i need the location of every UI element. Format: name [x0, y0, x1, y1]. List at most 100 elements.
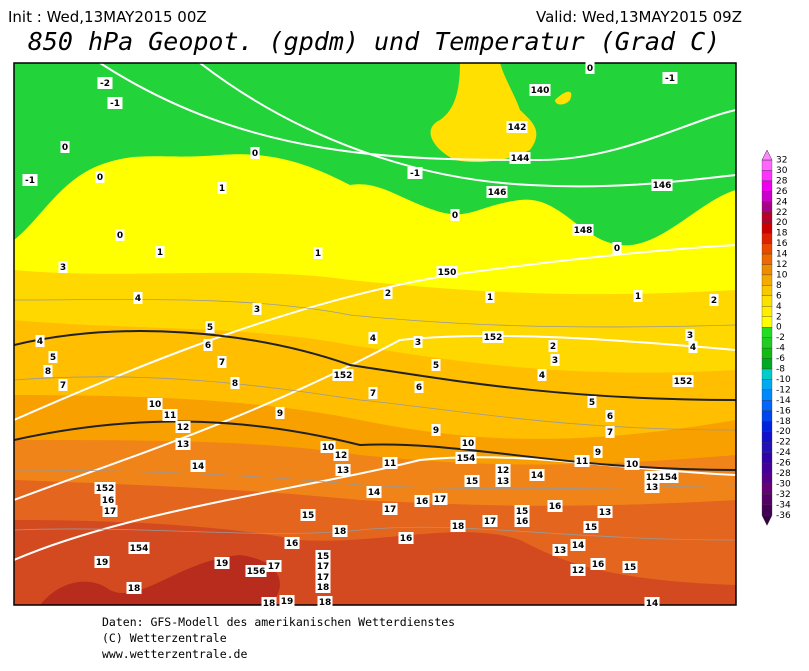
colorbar-label: -34 — [776, 500, 791, 510]
label-box — [155, 246, 165, 258]
label-box — [547, 500, 563, 512]
label-box — [315, 560, 331, 572]
label-box — [572, 224, 594, 236]
label-box — [203, 339, 213, 351]
colorbar-cell — [761, 274, 773, 286]
label-box — [583, 521, 599, 533]
label-box — [175, 438, 191, 450]
label-box — [230, 377, 240, 389]
label-box — [133, 292, 143, 304]
colorbar-label: 4 — [776, 302, 782, 312]
colorbar-label: 8 — [776, 281, 782, 291]
colorbar-cell — [761, 337, 773, 349]
colorbar-cell — [761, 327, 773, 338]
label-box — [431, 424, 441, 436]
colorbar-label: 0 — [776, 323, 782, 333]
contour-label: 9 — [595, 448, 601, 458]
contour-label: 146 — [653, 181, 672, 191]
colorbar-cell — [761, 212, 773, 223]
contour-label: 13 — [646, 483, 659, 493]
label-box — [60, 141, 70, 153]
label-box — [624, 458, 640, 470]
label-box — [506, 121, 528, 133]
colorbar-cell — [761, 295, 773, 307]
label-box — [100, 494, 116, 506]
label-box — [315, 550, 331, 562]
colorbar-cell — [761, 473, 773, 485]
label-box — [529, 469, 545, 481]
contour-label: 1 — [219, 184, 225, 194]
footer-line: (C) Wetterzentrale — [102, 631, 227, 645]
label-box — [509, 152, 531, 164]
colorbar-label: 16 — [776, 239, 788, 249]
colorbar-label: -32 — [776, 490, 791, 500]
colorbar-cell — [761, 441, 773, 453]
contour-label: 13 — [554, 546, 567, 556]
contour-label: 18 — [128, 584, 141, 594]
contour-label: 5 — [50, 353, 56, 363]
contour-label: 16 — [516, 517, 529, 527]
label-box — [107, 97, 123, 109]
contour-label: 7 — [219, 358, 225, 368]
colorbar-cell — [761, 400, 773, 411]
colorbar-label: 14 — [776, 250, 788, 260]
contour-label: 18 — [452, 522, 465, 532]
contour-label: 4 — [135, 294, 141, 304]
contour-label: 14 — [368, 488, 381, 498]
label-box — [382, 503, 398, 515]
label-box — [252, 303, 262, 315]
colorbar-label: 28 — [776, 176, 788, 186]
label-box — [97, 77, 113, 89]
label-box — [612, 242, 622, 254]
colorbar-cell — [761, 358, 773, 370]
contour-label: 152 — [334, 371, 353, 381]
contour-label: 19 — [96, 558, 109, 568]
colorbar-cell — [761, 243, 773, 255]
contour-label: 152 — [674, 377, 693, 387]
contour-label: 0 — [614, 244, 620, 254]
colorbar-cell — [761, 389, 773, 401]
label-box — [574, 455, 590, 467]
contour-label: 4 — [690, 343, 696, 353]
colorbar-label: 30 — [776, 166, 788, 176]
label-box — [398, 532, 414, 544]
label-box — [250, 147, 260, 159]
contour-label: 148 — [574, 226, 593, 236]
contour-label: 0 — [117, 231, 123, 241]
map-frame — [13, 62, 737, 606]
geopotential-contours — [14, 63, 736, 561]
label-box — [300, 509, 316, 521]
contour-label: 3 — [687, 331, 693, 341]
contour-label: 15 — [302, 511, 315, 521]
contour-label: 154 — [659, 473, 678, 483]
label-box — [590, 558, 606, 570]
label-box — [190, 460, 206, 472]
temperature-isolines — [14, 299, 736, 541]
map-title: 850 hPa Geopot. (gpdm) und Temperatur (G… — [28, 27, 720, 56]
colorbar-label: 32 — [776, 156, 787, 166]
colorbar-label: -4 — [776, 344, 785, 354]
contour-label: 18 — [317, 583, 330, 593]
label-box — [450, 520, 466, 532]
contour-label: 15 — [466, 477, 479, 487]
colorbar-label: -16 — [776, 406, 791, 416]
contour-labels: -2-10-1 00100-1146146144142140-1014801311… — [22, 62, 719, 609]
colorbar-cell — [761, 306, 773, 317]
contour-label: 4 — [370, 334, 376, 344]
label-box — [317, 596, 333, 608]
contour-label: 3 — [415, 338, 421, 348]
contour-label: 15 — [317, 552, 330, 562]
label-box — [672, 375, 694, 387]
colorbar-label: 18 — [776, 229, 788, 239]
colorbar-cell — [761, 421, 773, 432]
contour-label: 11 — [384, 459, 397, 469]
label-box — [482, 515, 498, 527]
contour-label: 17 — [268, 562, 281, 572]
colorbar-label: 12 — [776, 260, 787, 270]
label-box — [102, 505, 118, 517]
contour-label: 1 — [315, 249, 321, 259]
contour-label: 11 — [164, 411, 177, 421]
init-time: Init : Wed,13MAY2015 00Z — [8, 8, 207, 26]
label-box — [95, 171, 105, 183]
colorbar-label: -2 — [776, 333, 785, 343]
